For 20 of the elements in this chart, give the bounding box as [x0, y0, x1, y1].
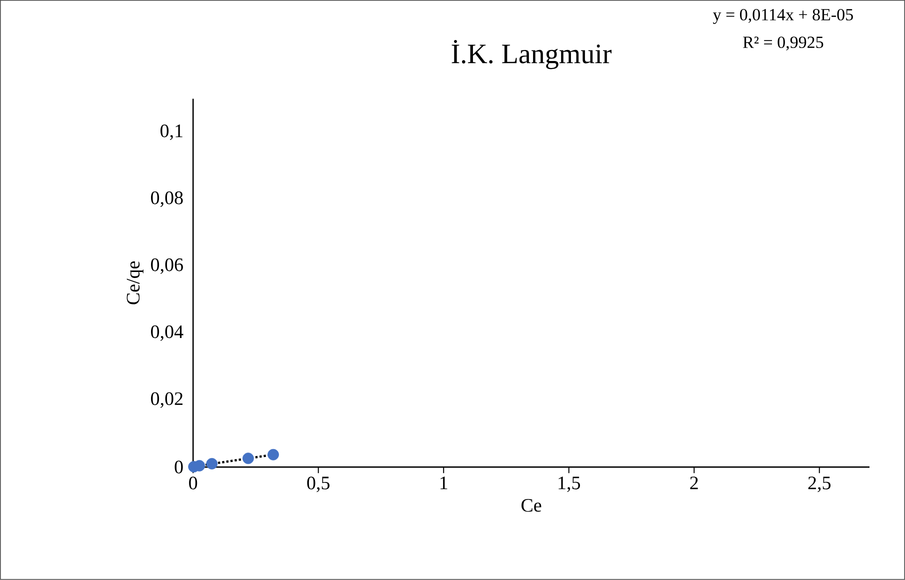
x-tick-label: 1	[440, 476, 448, 490]
y-tick-label: 0,06	[151, 258, 183, 274]
point	[206, 458, 218, 470]
point	[268, 449, 279, 460]
x-tick-label: 2	[690, 476, 698, 490]
text: y = 0,0114x + 8E-05	[712, 9, 853, 24]
y-tick-label: 0	[174, 460, 183, 474]
y-axis-title: Ce/qe	[126, 261, 144, 304]
chart-title: İ.K. Langmuir	[452, 40, 612, 70]
x-tick-label: 1,5	[558, 476, 580, 492]
x-tick-label: 0	[189, 476, 198, 490]
y-tick-label: 0,1	[160, 124, 182, 140]
x-tick-label: 0,5	[307, 476, 330, 492]
x-axis-title: Ce	[522, 499, 542, 512]
text: R² = 0,9925	[743, 36, 824, 51]
x-tick-label: 2,5	[808, 476, 831, 492]
y-tick-label: 0,08	[151, 191, 183, 208]
y-tick-label: 0,02	[151, 392, 182, 408]
point	[242, 452, 254, 464]
y-tick-label: 0,04	[151, 325, 184, 341]
